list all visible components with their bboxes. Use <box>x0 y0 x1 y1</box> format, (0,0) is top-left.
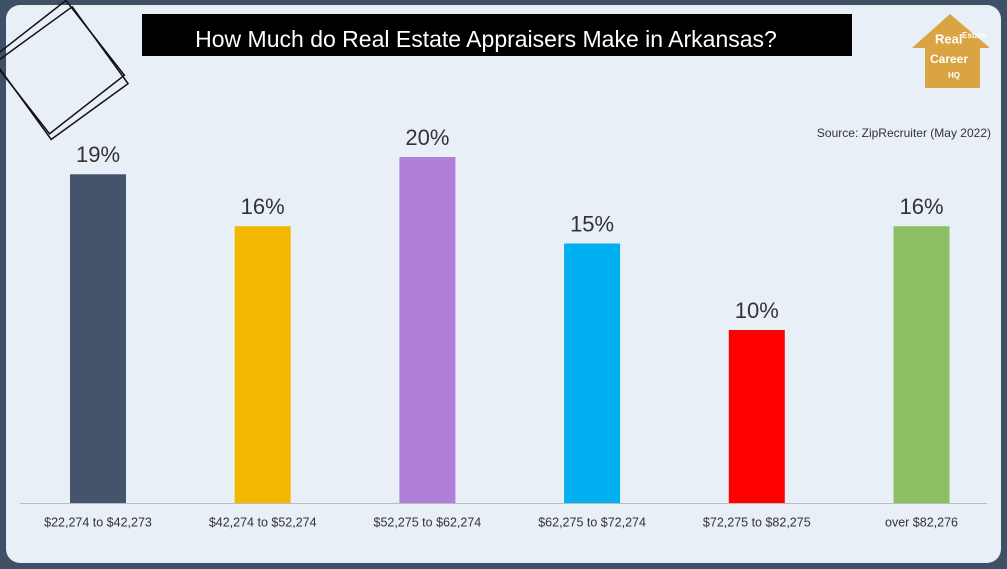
logo-text: HQ <box>948 71 960 80</box>
value-label: 20% <box>405 125 449 150</box>
bar <box>564 243 621 503</box>
source: Source: ZipRecruiter (May 2022) <box>817 126 991 140</box>
bar <box>728 330 785 503</box>
logo: Real Estate Career HQ <box>912 14 990 88</box>
title-box <box>142 14 852 56</box>
panel <box>6 5 1001 563</box>
logo-house <box>912 14 990 88</box>
bar <box>70 174 126 504</box>
x-tick-label: $42,274 to $52,274 <box>209 515 317 529</box>
value-label: 15% <box>570 211 614 236</box>
x-tick-label: $22,274 to $42,273 <box>44 515 152 529</box>
bar <box>234 226 291 503</box>
chart-title: How Much do Real Estate Appraisers Make … <box>195 26 777 52</box>
logo-text: Estate <box>962 31 987 40</box>
logo-text: Real <box>935 31 962 46</box>
x-tick-label: $62,275 to $72,274 <box>538 515 646 529</box>
value-label: 16% <box>241 194 285 219</box>
bar <box>399 157 456 503</box>
x-tick-label: $72,275 to $82,275 <box>703 515 811 529</box>
decoration <box>0 0 130 141</box>
x-tick-label: over $82,276 <box>885 515 958 529</box>
x-tick-label: $52,275 to $62,274 <box>374 515 482 529</box>
value-label: 16% <box>899 194 943 219</box>
value-label: 10% <box>735 298 779 323</box>
value-label: 19% <box>76 142 120 167</box>
bar <box>893 226 950 503</box>
logo-text: Career <box>930 52 968 66</box>
